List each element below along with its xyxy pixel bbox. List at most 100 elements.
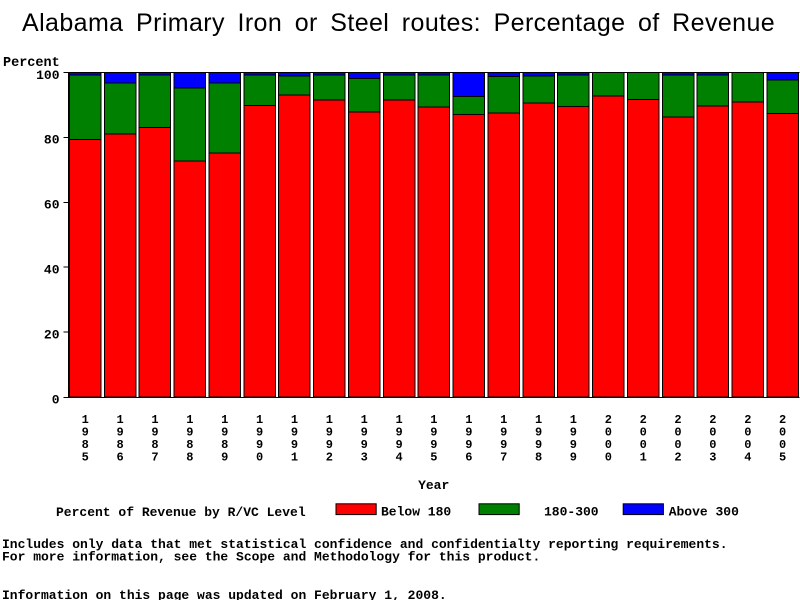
svg-text:9: 9 (186, 426, 193, 440)
svg-text:0: 0 (605, 438, 612, 452)
svg-text:2: 2 (326, 451, 333, 465)
svg-text:9: 9 (535, 438, 542, 452)
svg-text:9: 9 (291, 426, 298, 440)
svg-text:1: 1 (361, 413, 368, 427)
svg-text:9: 9 (326, 426, 333, 440)
svg-text:For more information, see the: For more information, see the Scope and … (2, 549, 540, 564)
svg-text:9: 9 (570, 438, 577, 452)
svg-text:8: 8 (116, 438, 123, 452)
svg-text:1: 1 (82, 413, 89, 427)
svg-text:1: 1 (535, 413, 542, 427)
svg-text:9: 9 (500, 438, 507, 452)
svg-text:0: 0 (52, 392, 60, 407)
svg-text:9: 9 (82, 426, 89, 440)
svg-text:9: 9 (395, 426, 402, 440)
svg-text:1: 1 (395, 413, 402, 427)
svg-text:9: 9 (500, 426, 507, 440)
svg-text:1: 1 (291, 413, 298, 427)
svg-text:7: 7 (151, 451, 158, 465)
svg-text:60: 60 (44, 198, 60, 213)
svg-text:8: 8 (186, 438, 193, 452)
svg-text:9: 9 (361, 438, 368, 452)
svg-text:0: 0 (605, 451, 612, 465)
svg-text:Above 300: Above 300 (669, 505, 739, 520)
svg-text:100: 100 (36, 68, 60, 83)
svg-text:80: 80 (44, 133, 60, 148)
svg-text:8: 8 (151, 438, 158, 452)
svg-text:8: 8 (186, 451, 193, 465)
svg-text:Percent: Percent (3, 56, 60, 71)
svg-text:9: 9 (221, 451, 228, 465)
svg-text:9: 9 (256, 426, 263, 440)
svg-text:Below 180: Below 180 (381, 505, 451, 520)
svg-text:2: 2 (779, 413, 786, 427)
svg-text:9: 9 (361, 426, 368, 440)
svg-text:1: 1 (500, 413, 507, 427)
svg-text:5: 5 (779, 451, 786, 465)
svg-text:9: 9 (465, 438, 472, 452)
svg-text:0: 0 (709, 438, 716, 452)
svg-text:1: 1 (640, 451, 647, 465)
svg-text:9: 9 (570, 451, 577, 465)
svg-text:6: 6 (116, 451, 123, 465)
svg-text:8: 8 (82, 438, 89, 452)
svg-text:9: 9 (256, 438, 263, 452)
svg-text:1: 1 (256, 413, 263, 427)
svg-text:2: 2 (640, 413, 647, 427)
svg-text:5: 5 (82, 451, 89, 465)
svg-text:Information on this page was u: Information on this page was updated on … (2, 588, 447, 600)
svg-text:1: 1 (430, 413, 437, 427)
svg-text:Includes only data that met st: Includes only data that met statistical … (2, 537, 728, 552)
svg-text:2: 2 (674, 413, 681, 427)
svg-text:0: 0 (779, 426, 786, 440)
svg-text:2: 2 (709, 413, 716, 427)
svg-text:0: 0 (709, 426, 716, 440)
svg-text:9: 9 (535, 426, 542, 440)
svg-text:0: 0 (256, 451, 263, 465)
svg-text:180-300: 180-300 (544, 505, 599, 520)
svg-text:1: 1 (221, 413, 228, 427)
svg-text:1: 1 (116, 413, 123, 427)
svg-text:1: 1 (151, 413, 158, 427)
svg-text:8: 8 (535, 451, 542, 465)
svg-text:1: 1 (186, 413, 193, 427)
svg-text:9: 9 (151, 426, 158, 440)
svg-text:2: 2 (605, 413, 612, 427)
svg-text:40: 40 (44, 263, 60, 278)
svg-text:8: 8 (221, 438, 228, 452)
svg-text:0: 0 (674, 438, 681, 452)
svg-text:1: 1 (326, 413, 333, 427)
svg-text:7: 7 (500, 451, 507, 465)
svg-text:20: 20 (44, 327, 60, 342)
svg-text:9: 9 (395, 438, 402, 452)
svg-text:0: 0 (779, 438, 786, 452)
svg-text:0: 0 (674, 426, 681, 440)
svg-text:4: 4 (744, 451, 751, 465)
svg-text:9: 9 (465, 426, 472, 440)
svg-text:9: 9 (291, 438, 298, 452)
svg-text:9: 9 (430, 426, 437, 440)
svg-text:Alabama Primary Iron or Steel: Alabama Primary Iron or Steel routes: Pe… (22, 9, 775, 37)
svg-text:9: 9 (326, 438, 333, 452)
svg-text:1: 1 (465, 413, 472, 427)
svg-text:4: 4 (395, 451, 402, 465)
svg-text:9: 9 (570, 426, 577, 440)
svg-text:0: 0 (640, 426, 647, 440)
svg-text:2: 2 (744, 413, 751, 427)
svg-text:1: 1 (291, 451, 298, 465)
svg-text:Percent of Revenue by R/VC Lev: Percent of Revenue by R/VC Level (56, 505, 306, 520)
svg-text:2: 2 (674, 451, 681, 465)
svg-text:0: 0 (605, 426, 612, 440)
svg-text:3: 3 (361, 451, 368, 465)
svg-text:0: 0 (744, 438, 751, 452)
svg-text:0: 0 (744, 426, 751, 440)
svg-text:5: 5 (430, 451, 437, 465)
svg-text:1: 1 (570, 413, 577, 427)
svg-text:9: 9 (221, 426, 228, 440)
svg-text:Year: Year (418, 478, 449, 493)
svg-text:0: 0 (640, 438, 647, 452)
svg-text:3: 3 (709, 451, 716, 465)
svg-text:6: 6 (465, 451, 472, 465)
svg-text:9: 9 (116, 426, 123, 440)
svg-text:9: 9 (430, 438, 437, 452)
